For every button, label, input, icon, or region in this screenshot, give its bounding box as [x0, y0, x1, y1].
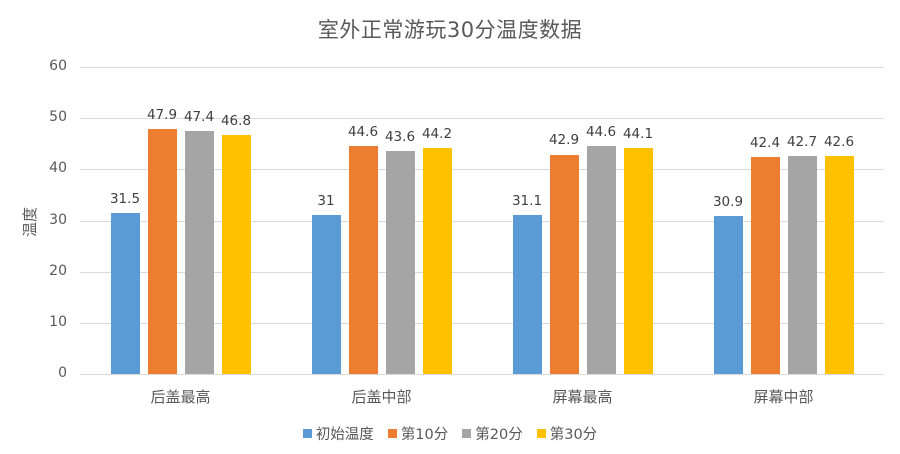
- data-label: 31.5: [109, 190, 141, 207]
- bar: [348, 145, 378, 374]
- data-label: 44.6: [585, 123, 617, 140]
- bar: [311, 215, 341, 374]
- x-tick-label: 屏幕中部: [753, 388, 814, 406]
- data-label: 31.1: [511, 192, 543, 209]
- data-label: 43.6: [384, 128, 416, 145]
- legend-swatch-icon: [302, 429, 312, 438]
- legend-swatch-icon: [536, 429, 546, 438]
- data-label: 44.2: [421, 125, 453, 142]
- data-label: 30.9: [712, 193, 744, 210]
- bar: [512, 214, 542, 374]
- legend-swatch-icon: [387, 429, 397, 438]
- y-tick-label: 0: [58, 365, 67, 381]
- data-label: 47.4: [183, 109, 215, 126]
- gridline: [80, 67, 884, 68]
- data-label: 46.8: [220, 112, 252, 129]
- x-tick-label: 后盖最高: [150, 388, 211, 406]
- bar: [184, 131, 214, 374]
- legend-item: 第10分: [387, 423, 449, 444]
- bar: [110, 212, 140, 374]
- y-tick-label: 40: [49, 160, 67, 177]
- legend-label: 第20分: [475, 427, 523, 443]
- x-tick-label: 屏幕最高: [552, 388, 613, 406]
- gridline: [80, 374, 884, 375]
- y-tick-label: 50: [49, 109, 67, 126]
- gridline: [80, 220, 884, 222]
- data-label: 44.6: [347, 123, 379, 140]
- gridline: [80, 118, 884, 120]
- legend-label: 第30分: [549, 427, 598, 443]
- legend-item: 第30分: [536, 423, 598, 444]
- bar: [623, 148, 653, 374]
- y-tick-label: 60: [49, 58, 67, 74]
- bar: [385, 150, 415, 374]
- x-tick-label: 后盖中部: [351, 388, 412, 406]
- gridline: [80, 322, 884, 324]
- data-label: 47.9: [146, 106, 178, 123]
- data-label: 42.6: [823, 134, 855, 151]
- legend-label: 第10分: [400, 427, 449, 443]
- gridline: [80, 169, 884, 171]
- data-label: 42.7: [786, 133, 818, 150]
- y-tick-label: 30: [49, 211, 67, 228]
- plot-area: 31.5 47.9 47.4 46.8 31 44.6 43.6 44.2 31.1 42.9 44…: [80, 67, 884, 375]
- chart-title: 室外正常游玩30分温度数据: [317, 18, 583, 42]
- bar: [147, 128, 177, 374]
- data-label: 31: [317, 193, 335, 210]
- bar: [586, 145, 616, 374]
- bar: [549, 154, 579, 374]
- y-tick-label: 20: [49, 262, 67, 279]
- legend-label: 初始温度: [315, 427, 374, 443]
- data-label: 44.1: [622, 126, 654, 143]
- legend-item: 初始温度: [302, 423, 374, 444]
- bar: [422, 147, 452, 374]
- bar: [787, 155, 817, 374]
- legend-item: 第20分: [462, 423, 523, 444]
- bar: [713, 215, 743, 374]
- bar: [824, 156, 854, 374]
- legend-swatch-icon: [462, 429, 472, 438]
- data-label: 42.9: [548, 132, 580, 149]
- y-tick-label: 10: [49, 313, 67, 330]
- bar: [221, 134, 251, 374]
- data-label: 42.4: [749, 135, 781, 152]
- legend: 初始温度 第10分 第20分 第30分: [0, 423, 900, 444]
- bar: [750, 157, 780, 374]
- gridline: [80, 271, 884, 273]
